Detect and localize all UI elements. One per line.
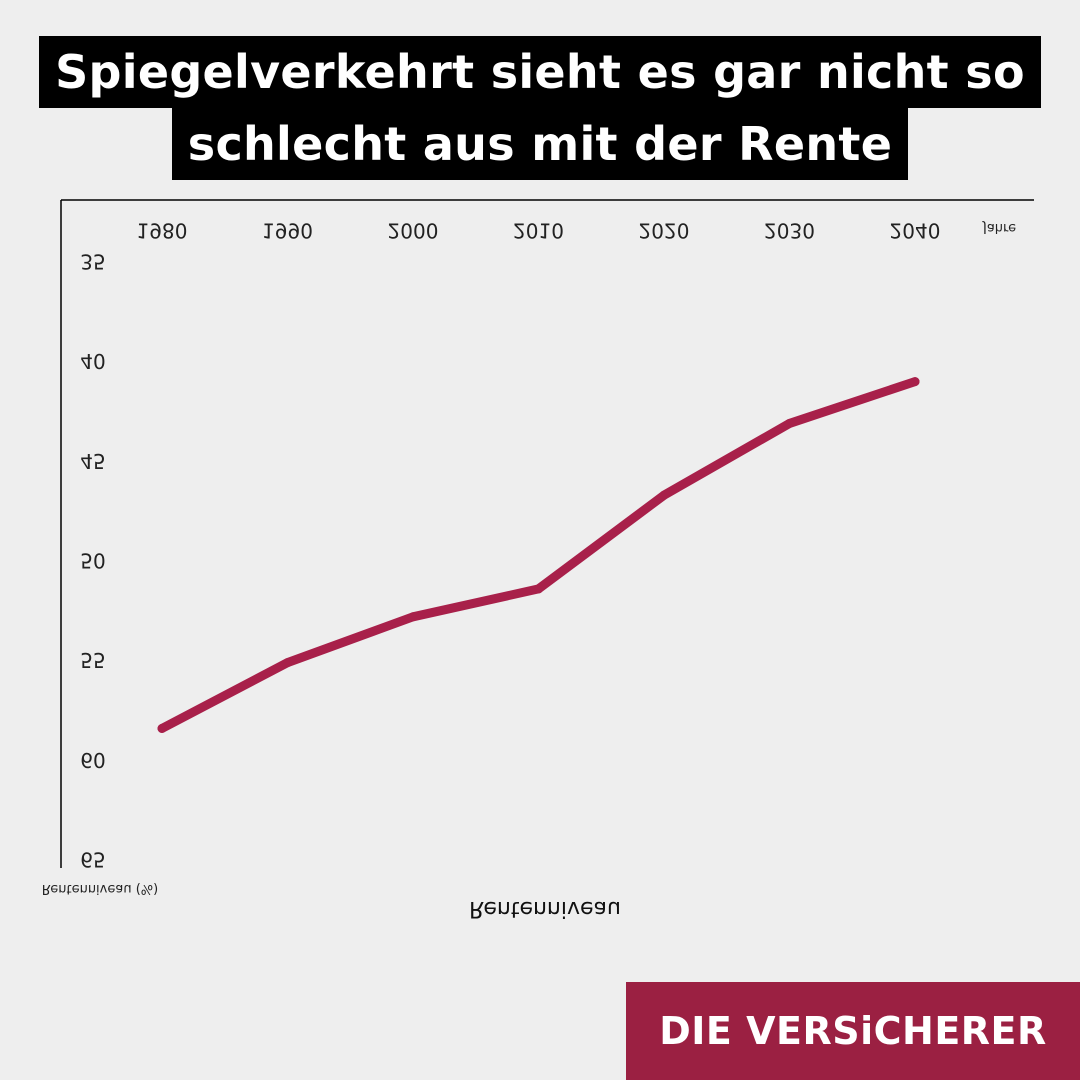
data-point — [283, 658, 292, 668]
x-tick-label: 1990 — [262, 219, 313, 243]
x-tick-label: 2040 — [890, 219, 941, 243]
x-axis-label: Jahre — [982, 220, 1016, 235]
series-layer — [157, 377, 920, 733]
x-tick-label: 2020 — [639, 219, 690, 243]
title-line-2: schlecht aus mit der Rente — [171, 108, 909, 180]
y-tick-label: 45 — [80, 449, 105, 473]
x-tick-label: 1980 — [137, 219, 188, 243]
title-line-1: Spiegelverkehrt sieht es gar nicht so — [39, 36, 1041, 108]
data-point — [534, 584, 543, 594]
data-point — [157, 723, 167, 733]
x-tick-label: 2000 — [388, 219, 439, 243]
y-tick-label: 55 — [80, 648, 105, 672]
x-tick-labels: 1980 1990 2000 2010 2020 2030 2040 — [137, 219, 941, 243]
y-tick-label: 35 — [80, 250, 105, 274]
data-point — [785, 418, 794, 428]
bottom-axis-title: Rentenniveau — [469, 896, 621, 921]
data-point — [659, 490, 669, 500]
y-tick-labels: 35 40 45 50 55 60 65 — [80, 250, 105, 872]
data-point — [408, 612, 418, 622]
brand-logo: DIE VERSiCHERER — [626, 982, 1080, 1080]
y-tick-label: 60 — [80, 748, 105, 772]
y-tick-label: 50 — [80, 549, 105, 573]
x-tick-label: 2010 — [513, 219, 564, 243]
brand-text: DIE VERSiCHERER — [659, 1009, 1047, 1053]
title-block: Spiegelverkehrt sieht es gar nicht so sc… — [0, 36, 1080, 180]
series-line — [157, 377, 920, 733]
y-axis-label: Rentenniveau (%) — [42, 881, 158, 896]
line-chart: 1980 1990 2000 2010 2020 2030 2040 35 40 45 50 55 6… — [42, 199, 1034, 921]
x-tick-label: 2030 — [764, 219, 815, 243]
y-tick-label: 40 — [80, 349, 105, 373]
data-point — [910, 377, 920, 387]
y-tick-label: 65 — [80, 848, 105, 872]
